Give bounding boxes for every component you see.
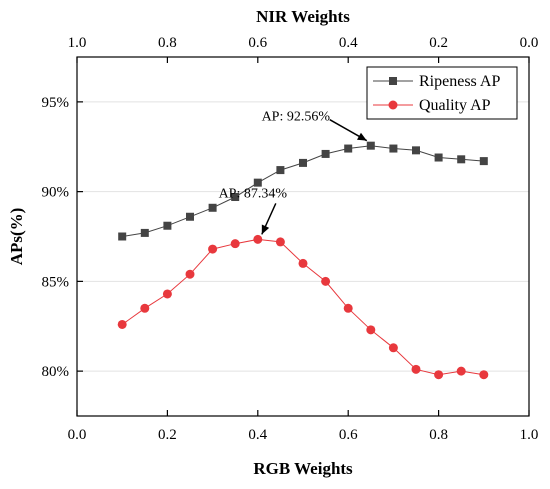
x-tick-label: 0.6 [339, 427, 358, 443]
quality-ap-point [321, 276, 331, 286]
x2-tick-label: 0.2 [429, 35, 448, 51]
ripeness-ap-point [140, 228, 149, 237]
annotations: AP: 92.56% AP: 87.34% [219, 110, 368, 235]
ripeness-ap-point [321, 149, 330, 158]
y-tick-label: 85% [42, 274, 70, 290]
ripeness-ap-point [389, 144, 398, 153]
quality-ap-point [140, 303, 150, 313]
series-layer [117, 141, 489, 380]
y-axis-title: APs(%) [7, 208, 26, 266]
quality-ap-point [479, 370, 489, 380]
legend-marker-quality-ap [388, 100, 398, 110]
y-tick-label: 80% [42, 364, 70, 380]
x2-tick-label: 0.8 [158, 35, 177, 51]
annotation-arrow-head [261, 224, 270, 235]
legend-label-ripeness-ap: Ripeness AP [419, 73, 500, 90]
annotation-label: AP: 87.34% [219, 186, 288, 201]
legend-box [366, 66, 518, 120]
x2-tick-label: 0.0 [520, 35, 539, 51]
legend-marker-ripeness-ap [389, 77, 397, 85]
ripeness-ap-point [208, 203, 217, 212]
y-tick-label: 95% [42, 95, 70, 111]
bottom-axis-title: RGB Weights [253, 459, 353, 478]
plot-frame [76, 56, 530, 417]
quality-ap-point [275, 237, 285, 247]
quality-ap-point [298, 258, 308, 268]
x2-tick-label: 1.0 [68, 35, 87, 51]
quality-ap-point [343, 303, 353, 313]
top-axis-title: NIR Weights [256, 7, 350, 26]
ripeness-ap-point [434, 153, 443, 162]
quality-ap-point [208, 244, 218, 254]
quality-ap-point [456, 366, 466, 376]
annotation-arrow-head [356, 132, 367, 141]
ripeness-ap-point [412, 146, 420, 155]
x2-tick-label: 0.4 [339, 35, 358, 51]
ripeness-ap-point [163, 221, 172, 230]
quality-ap-point [185, 269, 195, 279]
quality-ap-point [434, 370, 444, 380]
ripeness-ap-point [186, 212, 194, 221]
y-tick-label: 90% [42, 185, 70, 201]
legend: Ripeness AP Quality AP [366, 66, 518, 120]
x-tick-label: 0.0 [68, 427, 87, 443]
x2-tick-label: 0.6 [248, 35, 267, 51]
ripeness-ap-point [366, 141, 375, 150]
legend-label-quality-ap: Quality AP [419, 97, 491, 114]
x-tick-label: 0.2 [158, 427, 177, 443]
quality-ap-point [388, 343, 398, 353]
quality-ap-point [253, 234, 263, 244]
quality-ap-point [117, 319, 127, 329]
quality-ap-point [411, 364, 421, 374]
ripeness-ap-point [276, 166, 285, 175]
axis-ticks: 80% 85% 90% 95% 0.0 0.2 0.4 0.6 0.8 1.0 1.0 0.8 0.6 0… [42, 35, 539, 443]
ripeness-ap-point [253, 178, 262, 187]
ripeness-ap-point [479, 157, 488, 166]
x-tick-label: 0.8 [429, 427, 448, 443]
ripeness-ap-point [457, 155, 466, 164]
x-tick-label: 0.4 [248, 427, 267, 443]
ripeness-ap-point [118, 232, 127, 241]
x-tick-label: 1.0 [520, 427, 539, 443]
quality-ap-point [366, 325, 376, 335]
annotation-label: AP: 92.56% [262, 110, 331, 125]
quality-ap-point [230, 239, 240, 249]
quality-ap-point [162, 289, 172, 299]
ripeness-ap-point [299, 158, 307, 167]
ripeness-ap-point [344, 144, 353, 153]
ripeness-ap-point [231, 193, 240, 202]
